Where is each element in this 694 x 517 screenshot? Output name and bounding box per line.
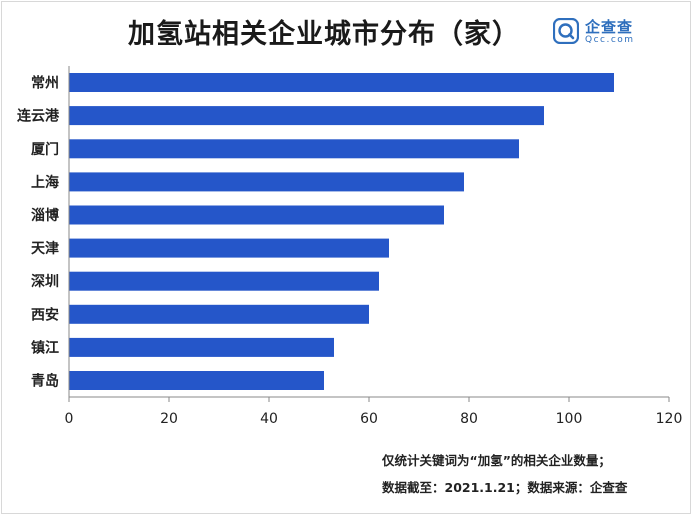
bar-0: [69, 73, 614, 92]
note-line-2: 数据截至：2021.1.21；数据来源：企查查: [382, 480, 628, 495]
x-tick-label: 20: [160, 411, 178, 427]
bar-9: [69, 371, 324, 390]
bar-1: [69, 106, 544, 126]
category-label: 厦门: [31, 141, 59, 158]
bar-4: [69, 205, 444, 225]
x-tick-label: 100: [556, 411, 583, 427]
category-label: 上海: [31, 174, 59, 191]
bar-8: [69, 337, 334, 357]
x-tick-label: 120: [656, 411, 683, 427]
note-line-1: 仅统计关键词为“加氢”的相关企业数量；: [382, 453, 611, 468]
x-tick-label: 40: [260, 411, 278, 427]
category-label: 西安: [31, 306, 59, 323]
category-label: 常州: [31, 75, 59, 92]
category-label: 深圳: [31, 273, 59, 290]
qcc-logo-icon: [553, 18, 579, 44]
bar-3: [69, 172, 464, 192]
bar-7: [69, 304, 369, 324]
bar-2: [69, 139, 519, 159]
x-tick-label: 0: [65, 411, 74, 427]
x-tick-label: 80: [460, 411, 478, 427]
x-tick-label: 60: [360, 411, 378, 427]
bar-6: [69, 271, 379, 291]
brand-logo: 企查查 Qcc.com: [553, 14, 663, 54]
bar-5: [69, 238, 389, 258]
chart-title: 加氢站相关企业城市分布（家）: [128, 19, 520, 50]
logo-name: 企查查: [585, 18, 634, 36]
category-label: 青岛: [31, 373, 59, 390]
logo-sub: Qcc.com: [585, 35, 635, 45]
category-label: 镇江: [31, 339, 59, 356]
category-label: 连云港: [17, 108, 60, 125]
category-label: 淄博: [31, 207, 59, 224]
category-label: 天津: [31, 240, 59, 257]
